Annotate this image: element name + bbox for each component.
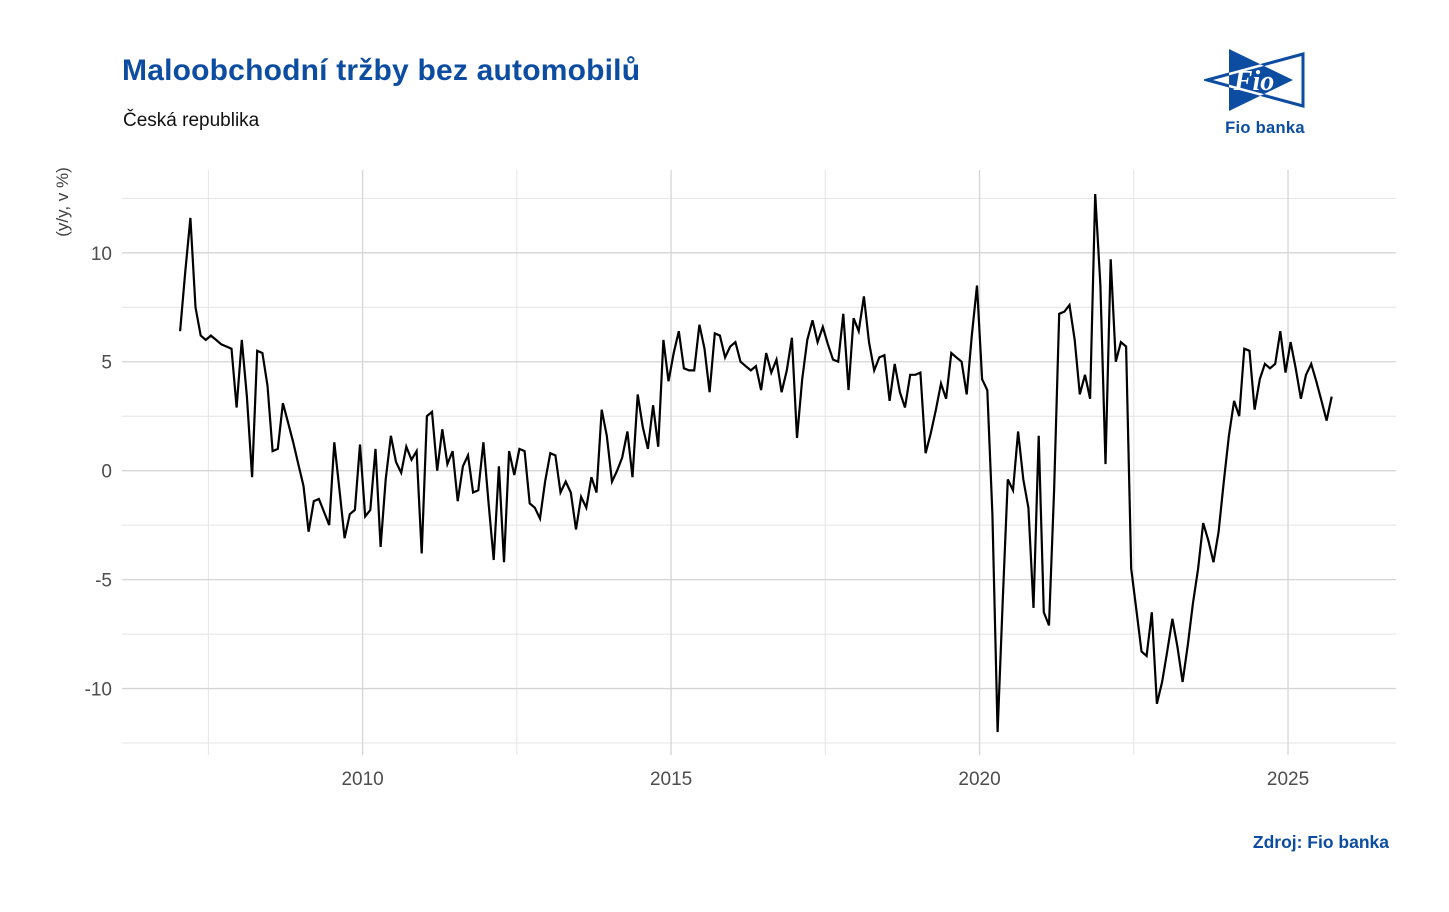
series-line [179,193,1333,733]
x-tick-label: 2015 [650,769,692,790]
fio-logo-caption: Fio banka [1225,119,1305,137]
y-axis-title: (y/y, v %) [53,167,72,237]
gridlines-minor [122,170,1396,755]
y-tick-label: -10 [85,680,112,701]
x-tick-label: 2010 [341,769,383,790]
logo-wordmark: Fio [1233,66,1274,97]
y-tick-label: -5 [95,571,112,592]
y-tick-label: 0 [101,462,112,483]
y-tick-label: 5 [101,353,112,374]
fio-logo-icon: Fio [1201,49,1305,111]
page-subtitle: Česká republika [123,110,260,131]
logo-solid-triangle [1229,49,1293,111]
x-tick-label: 2020 [958,769,1000,790]
y-axis-tick-labels: 10 5 0 -5 -10 [85,244,112,701]
source-note: Zdroj: Fio banka [1252,832,1389,852]
x-tick-label: 2025 [1267,769,1309,790]
x-axis-tick-labels: 2010 2015 2020 2025 [341,769,1309,790]
page-title: Maloobchodní tržby bez automobilů [122,54,641,87]
y-tick-label: 10 [91,244,112,265]
fio-logo: Fio Fio banka [1201,48,1327,138]
gridlines-major [122,170,1396,755]
